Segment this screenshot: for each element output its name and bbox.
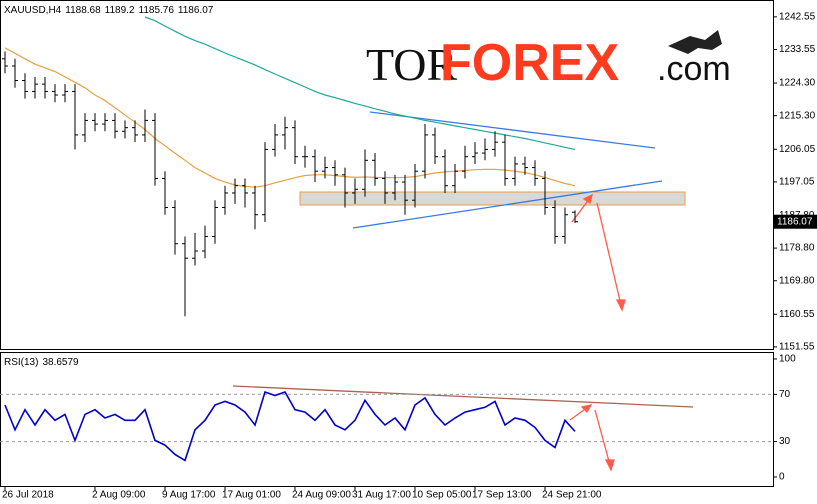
moving-average (144, 16, 576, 150)
y-tick-label: 1197.05 (779, 177, 815, 188)
watermark-com: .com (657, 50, 731, 88)
last-low: 1185.76 (139, 5, 175, 16)
y-tick-label: 100 (779, 354, 796, 365)
arrow-head (615, 299, 626, 312)
x-tick-label: 17 Aug 01:00 (222, 490, 281, 501)
frames (0, 0, 774, 487)
y-tick-label: 30 (779, 436, 791, 447)
y-tick-label: 1206.05 (779, 144, 816, 155)
y-tick-label: 1151.55 (779, 342, 815, 353)
last-open: 1188.68 (65, 5, 101, 16)
x-tick-label: 10 Sep 05:00 (412, 490, 472, 501)
price-tag-label: 1186.07 (777, 216, 813, 227)
support-zone (299, 191, 686, 206)
x-tick-label: 2 Aug 09:00 (92, 490, 146, 501)
arrow-head (580, 404, 593, 414)
arrow (596, 202, 622, 306)
arrow-head (582, 193, 593, 205)
price-header: XAUUSD,H4 1188.68 1189.2 1185.76 1186.07 (4, 5, 214, 16)
y-tick-label: 1224.30 (779, 78, 816, 89)
last-close: 1186.07 (178, 5, 214, 16)
y-tick-label: 1160.55 (779, 309, 815, 320)
symbol: XAUUSD,H4 (4, 5, 62, 16)
rsi-title: RSI(13) (4, 357, 38, 368)
price-tag (774, 214, 817, 229)
x-tick-label: 31 Aug 17:00 (352, 490, 411, 501)
arrow-head (604, 459, 615, 472)
rsi-last: 38.6579 (42, 357, 79, 368)
trend-line (369, 111, 656, 149)
y-tick-label: 1178.80 (779, 243, 815, 254)
price-frame (0, 0, 774, 350)
x-tick-label: 24 Sep 21:00 (542, 490, 602, 501)
y-tick-label: 1242.55 (779, 12, 816, 23)
price-bars (2, 51, 578, 317)
y-tick-label: 0 (779, 472, 785, 483)
last-high: 1189.2 (105, 5, 135, 16)
x-tick-label: 17 Sep 13:00 (472, 490, 532, 501)
y-tick-label: 70 (779, 389, 791, 400)
rsi-frame (0, 352, 774, 487)
rsi-trend-line (232, 385, 694, 408)
y-tick-label: 1233.55 (779, 44, 816, 55)
bull-icon (668, 30, 722, 54)
x-tick-label: 26 Jul 2018 (2, 490, 54, 501)
x-tick-label: 9 Aug 17:00 (162, 490, 216, 501)
y-tick-label: 1169.80 (779, 275, 815, 286)
x-tick-label: 24 Aug 09:00 (292, 490, 351, 501)
watermark-tor: TOR (366, 39, 457, 90)
arrow (594, 409, 611, 466)
rsi-header: RSI(13) 38.6579 (4, 357, 79, 368)
watermark: TOR FOREX .com (366, 30, 731, 92)
forecast-arrows (569, 193, 626, 472)
y-tick-label: 1215.30 (779, 110, 816, 121)
watermark-forex: FOREX (440, 34, 619, 92)
rsi-line (4, 390, 576, 462)
moving-average (4, 47, 576, 188)
trend-line (352, 180, 663, 229)
